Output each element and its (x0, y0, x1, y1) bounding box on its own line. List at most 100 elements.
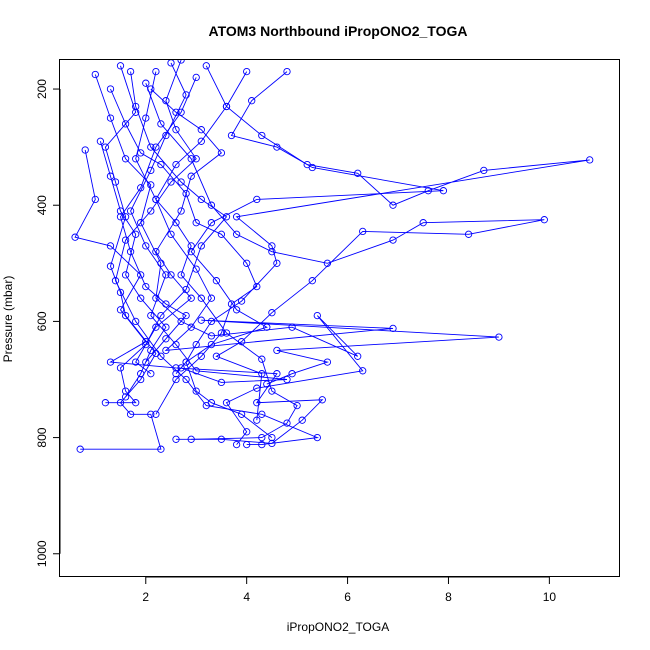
data-point (318, 396, 326, 404)
data-point (137, 370, 145, 378)
data-point (313, 433, 321, 442)
data-point (217, 435, 226, 443)
data-point (283, 67, 291, 76)
data-point (217, 378, 226, 387)
data-point (464, 230, 473, 238)
data-point (172, 375, 180, 384)
data-point (167, 271, 175, 279)
data-point (162, 335, 170, 343)
data-point (197, 126, 205, 134)
series-line (135, 88, 223, 375)
x-tick-label: 8 (445, 590, 452, 604)
data-point (152, 67, 160, 76)
data-point (81, 146, 89, 154)
data-point (76, 445, 84, 453)
data-point (540, 216, 548, 224)
data-point (207, 340, 216, 349)
series-profile-3 (76, 62, 165, 453)
series-line (185, 65, 590, 438)
data-point (187, 242, 195, 250)
data-point (157, 445, 165, 453)
data-point (137, 184, 145, 192)
x-axis: 2 4 6 8 10 (142, 576, 556, 604)
data-point (187, 323, 195, 331)
series-line (135, 71, 298, 440)
data-point (232, 306, 241, 314)
series-profile-2 (91, 70, 367, 449)
data-point (323, 259, 332, 267)
data-point (197, 195, 205, 204)
data-point (126, 410, 135, 418)
data-point (227, 300, 236, 308)
data-point (192, 155, 200, 163)
data-point (116, 207, 125, 215)
data-point (157, 160, 165, 169)
data-point (232, 440, 241, 449)
data-point (359, 367, 367, 375)
data-point (323, 358, 332, 366)
data-point (308, 163, 316, 172)
data-point (126, 207, 135, 215)
data-point (207, 332, 216, 340)
data-point (253, 399, 261, 407)
data-point (207, 219, 216, 227)
data-point (237, 297, 246, 305)
data-point (354, 352, 362, 360)
data-point (116, 62, 125, 70)
series-line (115, 60, 320, 446)
data-point (121, 387, 130, 395)
data-point (389, 201, 397, 209)
data-point (273, 259, 281, 267)
data-point (116, 306, 125, 314)
data-point (147, 85, 155, 93)
data-point (147, 410, 155, 418)
data-point (212, 277, 221, 285)
data-point (258, 131, 266, 140)
data-point (192, 265, 200, 273)
data-point (389, 324, 397, 333)
data-point (142, 242, 150, 250)
data-point (197, 294, 205, 302)
data-point (152, 143, 160, 151)
data-point (217, 329, 226, 337)
data-point (419, 219, 427, 227)
series-line (80, 65, 162, 450)
series-line (105, 71, 228, 404)
x-tick-label: 4 (243, 590, 250, 604)
data-point (389, 236, 397, 244)
series-line (130, 62, 288, 383)
data-point (121, 213, 130, 221)
data-point (172, 435, 180, 443)
data-point (217, 149, 226, 157)
data-point (132, 102, 140, 111)
data-point (237, 338, 246, 346)
data-point (106, 242, 115, 250)
data-point (162, 271, 170, 279)
data-point (137, 294, 145, 302)
data-point (167, 230, 175, 238)
data-point (121, 271, 130, 279)
series-line (120, 77, 197, 363)
data-point (162, 300, 170, 308)
data-point (132, 108, 140, 116)
data-point (132, 358, 140, 366)
data-point (152, 323, 160, 331)
data-point (157, 352, 165, 360)
data-point (142, 79, 150, 87)
data-point (495, 333, 503, 341)
data-point (152, 410, 160, 418)
data-point (283, 375, 291, 384)
data-point (177, 178, 185, 186)
data-point (91, 70, 99, 79)
data-point (354, 169, 362, 177)
y-tick-label: 400 (35, 195, 49, 215)
data-point (162, 131, 170, 140)
data-point (187, 172, 195, 180)
data-point (142, 282, 150, 291)
data-point (258, 355, 266, 363)
data-point (137, 219, 145, 227)
series-profile-6 (126, 60, 291, 387)
data-point (268, 309, 276, 317)
series-profile-13 (172, 67, 448, 378)
data-point (91, 195, 99, 204)
